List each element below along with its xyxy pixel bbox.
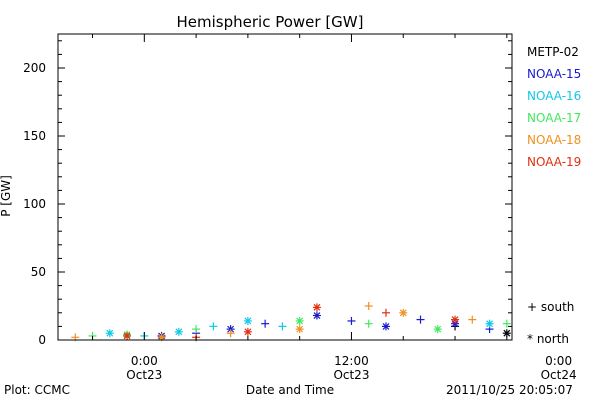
y-tick-label: 100 — [23, 197, 46, 211]
legend-entry: NOAA-17 — [527, 111, 581, 125]
data-point-north — [381, 322, 390, 331]
legend: METP-02 NOAA-15 NOAA-16 NOAA-17 NOAA-18 NOAA-… — [527, 45, 581, 169]
data-point-north — [295, 325, 304, 334]
legend-entry: NOAA-16 — [527, 89, 581, 103]
data-point-north — [174, 327, 183, 336]
legend-entry: METP-02 — [527, 45, 579, 59]
data-point-south — [502, 319, 511, 328]
data-point-north — [105, 329, 114, 338]
y-axis-label: P [GW] — [0, 175, 13, 217]
x-tick-label-time: 0:00 — [545, 354, 572, 368]
y-tick-label: 200 — [23, 61, 46, 75]
data-point-north — [485, 319, 494, 328]
x-tick-label-time: 0:00 — [131, 354, 158, 368]
data-point-south — [468, 315, 477, 324]
data-marks — [71, 302, 511, 342]
x-tick-label-date: Oct23 — [333, 368, 369, 382]
legend-entry: NOAA-15 — [527, 67, 581, 81]
data-point-south — [364, 319, 373, 328]
y-axis: 0 50 100 150 200 — [23, 40, 512, 347]
data-point-north — [399, 308, 408, 317]
data-point-north — [451, 315, 460, 324]
y-tick-label: 150 — [23, 129, 46, 143]
y-tick-label: 0 — [38, 333, 46, 347]
legend-entry: NOAA-18 — [527, 133, 581, 147]
x-axis: 0:00Oct2312:00Oct230:00Oct2412:00Oct240:… — [92, 34, 577, 382]
data-point-south — [278, 322, 287, 331]
data-point-north — [295, 316, 304, 325]
data-point-north — [243, 316, 252, 325]
data-point-north — [502, 329, 511, 338]
footer-right: 2011/10/25 20:05:07 — [446, 383, 573, 397]
data-point-south — [192, 325, 201, 334]
data-point-north — [226, 325, 235, 334]
x-tick-label-date: Oct23 — [126, 368, 162, 382]
x-axis-label: Date and Time — [246, 383, 334, 397]
data-point-north — [123, 331, 132, 340]
data-point-south — [381, 308, 390, 317]
data-point-north — [433, 325, 442, 334]
legend-entry: NOAA-19 — [527, 155, 581, 169]
data-point-south — [364, 302, 373, 310]
data-point-north — [243, 327, 252, 336]
data-point-north — [312, 303, 321, 312]
data-point-north — [312, 311, 321, 320]
chart-title: Hemispheric Power [GW] — [177, 13, 364, 31]
marker-key-north: * north — [527, 332, 569, 346]
data-point-south — [416, 315, 425, 324]
plot-frame — [57, 33, 513, 341]
data-point-south — [226, 329, 235, 338]
marker-key: + south * north — [527, 300, 574, 346]
x-tick-label-time: 12:00 — [334, 354, 369, 368]
y-tick-label: 50 — [31, 265, 46, 279]
footer-left: Plot: CCMC — [4, 383, 70, 397]
data-point-south — [209, 322, 218, 331]
data-point-south — [347, 316, 356, 325]
marker-key-south: + south — [527, 300, 574, 314]
x-tick-label-date: Oct24 — [541, 368, 577, 382]
data-point-south — [261, 319, 270, 328]
